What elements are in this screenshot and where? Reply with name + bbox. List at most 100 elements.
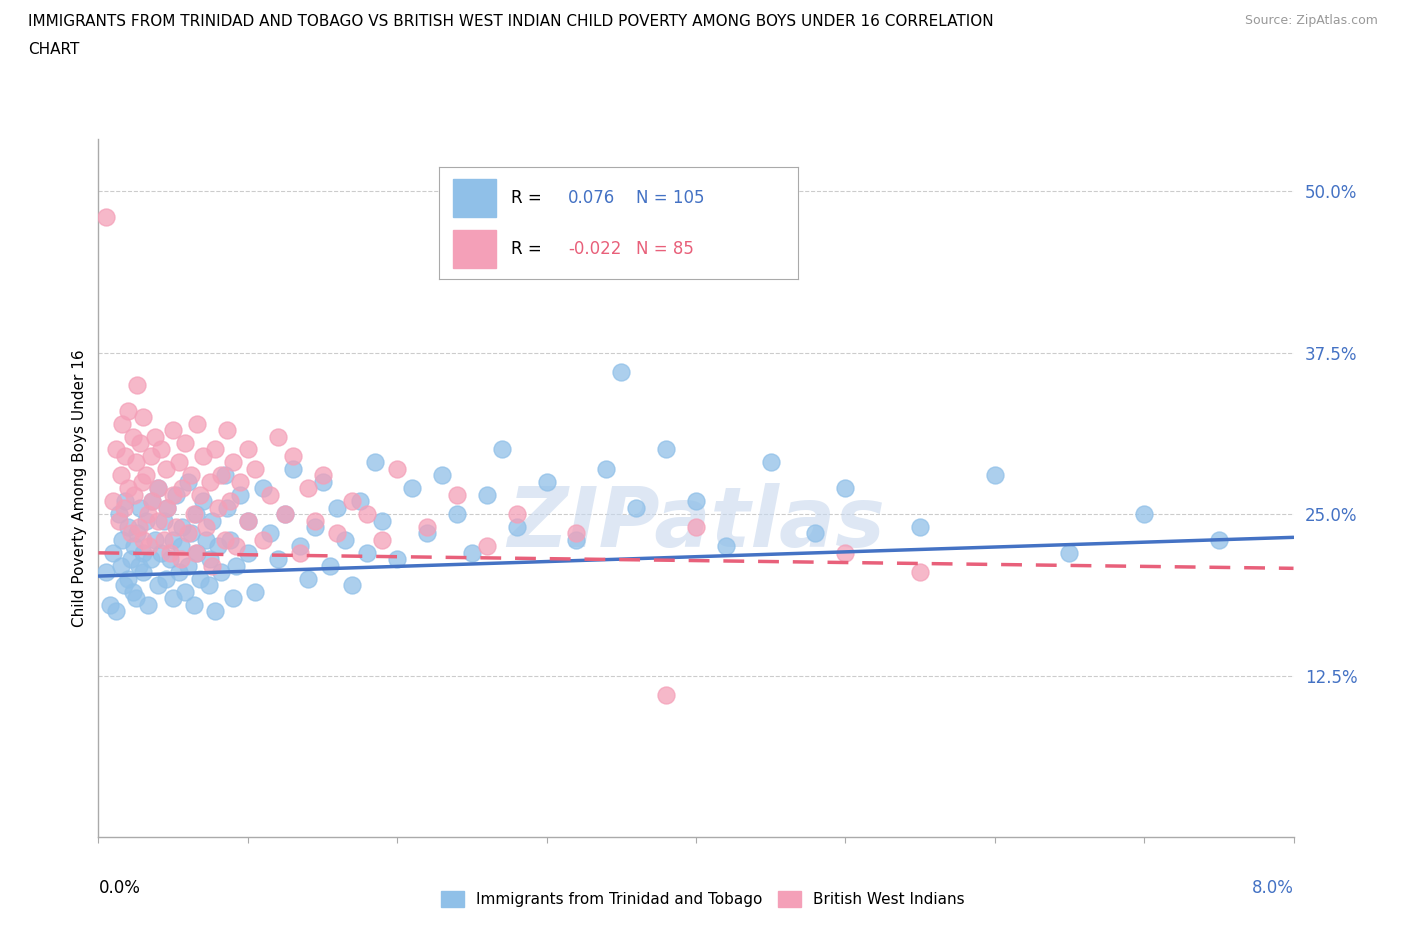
Point (446, 507, 468, 522)
Point (506, 507, 529, 522)
Point (685, 494, 707, 509)
Point (364, 455, 387, 470)
Point (165, 520, 187, 535)
Point (311, 474, 333, 489)
Point (983, 468, 1005, 483)
Text: ZIPatlas: ZIPatlas (508, 483, 884, 564)
Point (150, 545, 173, 560)
Point (200, 551, 222, 566)
Legend: Immigrants from Trinidad and Tobago, British West Indians: Immigrants from Trinidad and Tobago, Bri… (434, 884, 972, 913)
Point (117, 481, 139, 496)
Point (506, 520, 529, 535)
Point (610, 365, 633, 379)
Text: 8.0%: 8.0% (1251, 879, 1294, 897)
Point (117, 520, 139, 535)
Point (236, 513, 259, 528)
Point (685, 520, 707, 535)
Point (105, 604, 128, 618)
Point (356, 507, 378, 522)
Point (172, 481, 194, 496)
Point (162, 591, 184, 605)
Text: IMMIGRANTS FROM TRINIDAD AND TOBAGO VS BRITISH WEST INDIAN CHILD POVERTY AMONG B: IMMIGRANTS FROM TRINIDAD AND TOBAGO VS B… (28, 14, 994, 29)
Text: 0.076: 0.076 (568, 189, 616, 206)
Text: CHART: CHART (28, 42, 80, 57)
Point (177, 558, 200, 573)
Point (236, 545, 259, 560)
Point (245, 584, 267, 599)
Point (117, 571, 139, 586)
Text: N = 105: N = 105 (637, 189, 704, 206)
Point (114, 448, 136, 463)
Bar (453, 179, 496, 217)
Point (536, 474, 558, 489)
Point (236, 513, 259, 528)
Point (180, 526, 202, 541)
Point (148, 481, 170, 496)
Bar (453, 230, 496, 268)
Point (159, 551, 181, 566)
Point (156, 500, 179, 515)
Point (143, 533, 166, 548)
Point (222, 455, 245, 470)
Point (225, 539, 247, 554)
Point (129, 435, 152, 450)
Point (207, 539, 229, 554)
Point (416, 520, 439, 535)
Point (177, 526, 200, 541)
Point (183, 507, 205, 522)
Point (1059, 545, 1081, 560)
Point (174, 435, 197, 450)
Point (288, 545, 311, 560)
Point (219, 533, 242, 548)
Point (188, 487, 211, 502)
Point (120, 526, 142, 541)
Text: R =: R = (510, 189, 547, 206)
Point (430, 468, 453, 483)
Point (908, 565, 931, 579)
Point (180, 468, 202, 483)
Point (214, 533, 236, 548)
Point (215, 500, 238, 515)
Point (565, 533, 588, 548)
Point (108, 513, 131, 528)
Point (475, 487, 498, 502)
Point (153, 513, 176, 528)
Point (461, 545, 484, 560)
Point (219, 494, 242, 509)
Point (148, 481, 170, 496)
Point (98, 597, 122, 612)
Point (186, 545, 208, 560)
Point (267, 551, 290, 566)
Point (148, 578, 170, 592)
Point (194, 520, 217, 535)
Point (127, 378, 149, 392)
Point (124, 487, 146, 502)
Point (326, 500, 349, 515)
Point (225, 558, 247, 573)
Point (229, 487, 252, 502)
Point (491, 442, 513, 457)
Point (401, 481, 423, 496)
Point (105, 442, 128, 457)
Point (103, 494, 125, 509)
Point (124, 539, 146, 554)
Point (834, 545, 856, 560)
Point (155, 571, 177, 586)
Point (169, 551, 191, 566)
Point (194, 533, 217, 548)
Point (222, 591, 245, 605)
Point (304, 513, 326, 528)
Point (156, 500, 179, 515)
Point (342, 578, 364, 592)
Point (191, 448, 214, 463)
Point (416, 526, 439, 541)
Y-axis label: Child Poverty Among Boys Under 16: Child Poverty Among Boys Under 16 (72, 350, 87, 627)
Point (112, 500, 135, 515)
Point (183, 597, 205, 612)
Point (136, 507, 159, 522)
Point (162, 487, 184, 502)
Point (135, 513, 157, 528)
Text: -0.022: -0.022 (568, 240, 621, 258)
Point (595, 461, 617, 476)
Point (141, 494, 163, 509)
